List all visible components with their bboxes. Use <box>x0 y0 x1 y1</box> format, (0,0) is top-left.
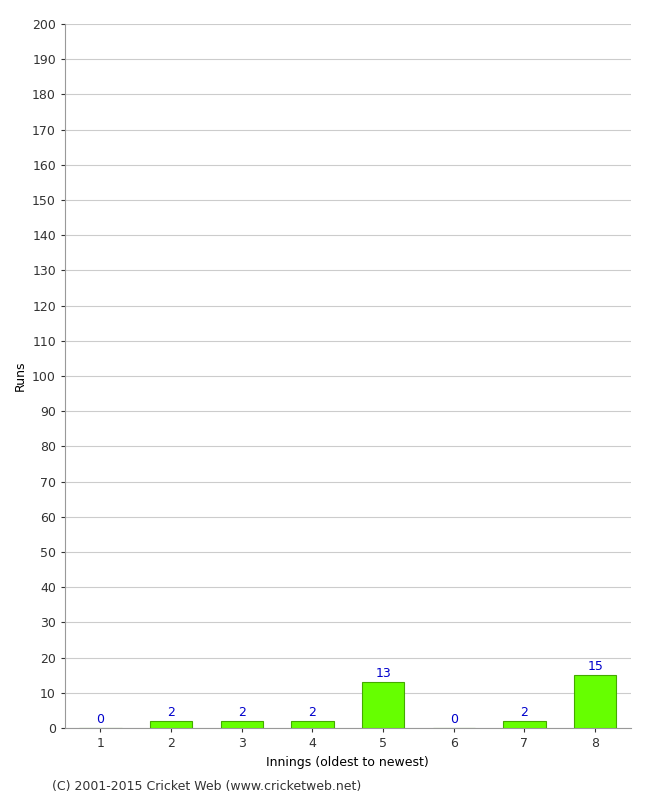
Bar <box>220 721 263 728</box>
Text: 13: 13 <box>375 667 391 681</box>
Text: 0: 0 <box>450 714 458 726</box>
Bar <box>503 721 546 728</box>
Bar <box>150 721 192 728</box>
Text: 2: 2 <box>521 706 528 719</box>
Bar <box>574 675 616 728</box>
Bar <box>291 721 333 728</box>
Text: 15: 15 <box>587 661 603 674</box>
Text: 2: 2 <box>238 706 246 719</box>
Text: 2: 2 <box>167 706 175 719</box>
Text: 0: 0 <box>96 714 105 726</box>
Bar <box>362 682 404 728</box>
Text: (C) 2001-2015 Cricket Web (www.cricketweb.net): (C) 2001-2015 Cricket Web (www.cricketwe… <box>52 781 361 794</box>
Text: 2: 2 <box>309 706 317 719</box>
Y-axis label: Runs: Runs <box>14 361 27 391</box>
X-axis label: Innings (oldest to newest): Innings (oldest to newest) <box>266 755 429 769</box>
